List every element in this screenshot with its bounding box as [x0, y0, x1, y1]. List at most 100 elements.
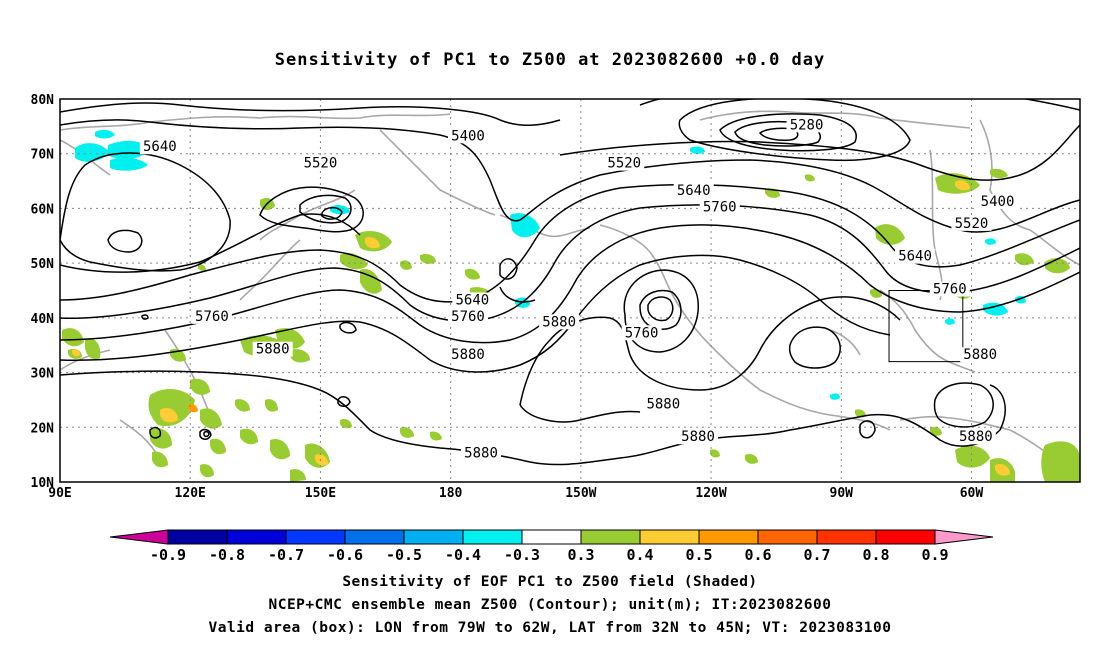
contour-label: 5880: [959, 429, 993, 445]
contour-label-bg: [448, 308, 488, 324]
contour-label-bg: [191, 308, 232, 324]
contour-label-bg: [955, 429, 996, 445]
colorbar-tick-label: -0.3: [504, 546, 540, 564]
contour-label: 5760: [451, 309, 485, 325]
footer-valid-area: Valid area (box): LON from 79W to 62W, L…: [208, 620, 892, 636]
lon-label-90E: 90E: [48, 486, 71, 501]
contour-label-bg: [929, 281, 970, 297]
colorbar-high-arrow: [934, 529, 994, 545]
colorbar-tick-label: -0.8: [209, 546, 245, 564]
contour-label: 5880: [963, 347, 997, 363]
contour-label: 5880: [681, 429, 715, 445]
map-title: Sensitivity of PC1 to Z500 at 2023082600…: [274, 50, 826, 70]
contour-label: 5520: [304, 156, 338, 172]
contour-label: 5280: [790, 117, 824, 133]
colorbar-tick-label: -0.4: [445, 546, 481, 564]
colorbar-tick-label: 0.4: [626, 546, 653, 564]
footer-shading-description: Sensitivity of EOF PC1 to Z500 field (Sh…: [342, 574, 758, 590]
lat-label-10N: 10N: [31, 476, 55, 491]
colorbar-tick-label: 0.3: [567, 546, 594, 564]
colorbar-tick-label: -0.7: [268, 546, 304, 564]
contour-label-bg: [461, 445, 502, 461]
colorbar-tick-label: 0.5: [685, 546, 712, 564]
colorbar-tick-label: -0.9: [150, 546, 186, 564]
footer-contour-description: NCEP+CMC ensemble mean Z500 (Contour); u…: [268, 597, 832, 613]
longitude-labels: 90E 120E 150E 180 150W 120W 90W 60W: [48, 486, 983, 501]
colorbar-tick-label: 0.9: [921, 546, 948, 564]
colorbar-swatch: [226, 529, 287, 545]
lat-label-30N: 30N: [31, 367, 55, 382]
contour-label: 5640: [677, 183, 711, 199]
contour-label-bg: [539, 314, 580, 330]
lat-label-60N: 60N: [31, 202, 55, 217]
contour-label: 5880: [451, 347, 485, 363]
colorbar-tick-label: -0.6: [327, 546, 363, 564]
contour-label-bg: [699, 199, 740, 215]
lat-label-50N: 50N: [31, 257, 55, 272]
lon-label-120E: 120E: [175, 486, 206, 501]
lon-label-150W: 150W: [565, 486, 596, 501]
valid-area-box: [888, 290, 964, 363]
colorbar-tick-label: 0.7: [803, 546, 830, 564]
z500-contours: [60, 99, 1080, 466]
contour-label-bg: [643, 396, 684, 412]
contour-label-bg: [300, 155, 341, 171]
contour-label: 5760: [703, 199, 737, 215]
contour-label-bg: [139, 139, 180, 155]
lon-label-150E: 150E: [305, 486, 336, 501]
contour-label: 5640: [143, 139, 177, 155]
contour-label: 5880: [256, 342, 290, 358]
map-frame: [59, 98, 1081, 483]
lat-label-70N: 70N: [31, 148, 55, 163]
colorbar-swatch: [521, 529, 582, 545]
colorbar-low-arrow: [109, 529, 169, 545]
colorbar-tick-label: -0.5: [386, 546, 422, 564]
contour-label-bg: [786, 117, 827, 133]
contour-label-bg: [452, 292, 493, 308]
contour-label: 5880: [542, 314, 576, 330]
colorbar-tick-label: 0.8: [862, 546, 889, 564]
contour-label-bg: [604, 155, 645, 171]
colorbar-swatch: [639, 529, 700, 545]
lon-label-180: 180: [439, 486, 463, 501]
colorbar-swatch: [403, 529, 464, 545]
contour-label-bg: [977, 193, 1018, 209]
colorbar-swatch: [580, 529, 641, 545]
contour-label: 5760: [625, 325, 659, 341]
contour-label-bg: [951, 215, 992, 231]
colorbar-swatch: [875, 529, 936, 545]
contour-label-bg: [252, 341, 293, 357]
lat-label-80N: 80N: [31, 93, 55, 108]
contour-label-bg: [621, 325, 662, 341]
lon-label-60W: 60W: [960, 486, 984, 501]
contour-labels: 5280 5400 5400 5520 5520 5520 5640 5640 5640 5640…: [139, 117, 1018, 462]
latitude-labels: 80N 70N 60N 50N 40N 30N 20N 10N: [31, 93, 55, 491]
lon-label-120W: 120W: [695, 486, 726, 501]
contour-label: 5640: [455, 292, 489, 308]
colorbar-swatch: [344, 529, 405, 545]
colorbar-swatch: [757, 529, 818, 545]
colorbar-swatch: [167, 529, 228, 545]
contour-label: 5880: [646, 396, 680, 412]
colorbar-tick-label: 0.6: [744, 546, 771, 564]
contour-label-bg: [895, 248, 936, 264]
colorbar: -0.9 -0.8 -0.7 -0.6 -0.5 -0.4 -0.3 0.3 0.4 0.5 0.6…: [109, 529, 994, 564]
colorbar-swatch: [285, 529, 346, 545]
contour-label-bg: [960, 347, 1001, 363]
contour-label: 5640: [898, 249, 932, 265]
colorbar-swatch: [816, 529, 877, 545]
contour-label-bg: [448, 128, 488, 144]
contour-label-bg: [678, 429, 719, 445]
contour-label: 5520: [607, 156, 641, 172]
lat-label-20N: 20N: [31, 421, 55, 436]
sensitivity-shading: [62, 129, 1080, 482]
contour-label: 5760: [933, 282, 967, 298]
contour-label-bg: [673, 183, 714, 199]
contour-label: 5400: [981, 194, 1015, 210]
lat-label-40N: 40N: [31, 312, 55, 327]
contour-label: 5880: [464, 446, 498, 462]
contour-label: 5760: [195, 309, 229, 325]
contour-label: 5400: [451, 128, 485, 144]
colorbar-swatch: [698, 529, 759, 545]
